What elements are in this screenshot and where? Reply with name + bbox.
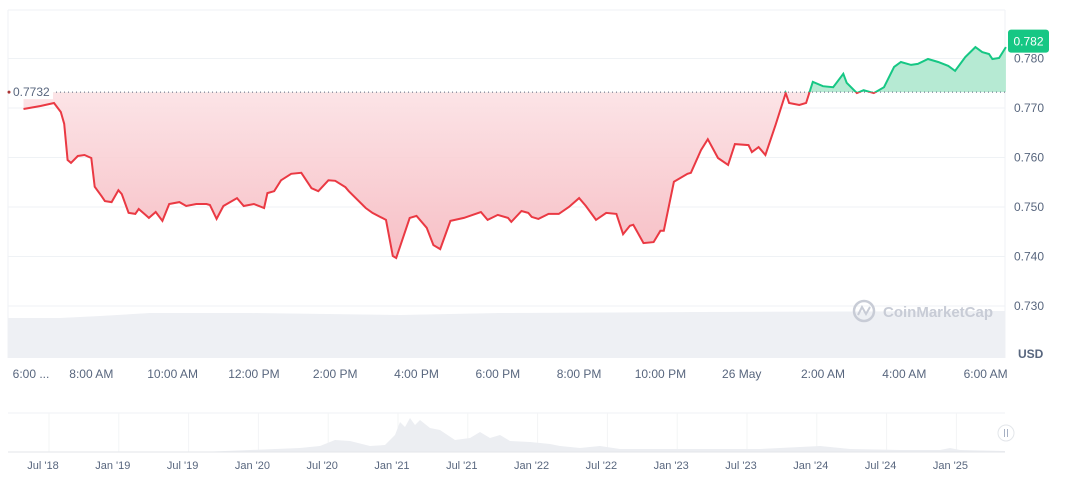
navigator-x-axis: Jul '18 Jan '19 Jul '19 Jan '20 Jul '20 Jan '… (27, 460, 968, 472)
x-tick-label: 4:00 PM (394, 367, 439, 381)
navigator-tick-label: Jul '23 (725, 460, 756, 472)
range-navigator[interactable]: Jul '18 Jan '19 Jul '19 Jan '20 Jul '20 Jan '… (8, 412, 1015, 472)
x-tick-label: 10:00 PM (635, 367, 686, 381)
navigator-tick-label: Jan '24 (793, 460, 828, 472)
navigator-tick-label: Jan '20 (235, 460, 270, 472)
navigator-tick-label: Jan '19 (95, 460, 130, 472)
x-tick-label: 26 May (722, 367, 761, 381)
y-tick-label: 0.760 (1014, 151, 1044, 165)
baseline-label: 0.7732 (13, 85, 50, 99)
volume-bars (8, 311, 1005, 358)
y-tick-label: 0.730 (1014, 299, 1044, 313)
navigator-tick-label: Jul '24 (865, 460, 896, 472)
navigator-tick-label: Jan '22 (514, 460, 549, 472)
x-axis: 6:00 ... 8:00 AM 10:00 AM 12:00 PM 2:00 PM 4:… (13, 367, 1008, 381)
navigator-tick-label: Jan '25 (933, 460, 968, 472)
current-price-badge-bg (1008, 29, 1049, 53)
y-tick-label: 0.770 (1014, 101, 1044, 115)
y-tick-label: 0.780 (1014, 52, 1044, 66)
x-tick-label: 8:00 AM (69, 367, 113, 381)
x-tick-label: 10:00 AM (147, 367, 198, 381)
x-tick-label: 4:00 AM (882, 367, 926, 381)
navigator-tick-label: Jan '23 (654, 460, 689, 472)
navigator-tick-label: Jan '21 (374, 460, 409, 472)
navigator-handle-knob[interactable] (997, 424, 1015, 442)
baseline-label-bg (11, 85, 53, 100)
x-tick-label: 6:00 AM (964, 367, 1008, 381)
watermark-text: CoinMarketCap (883, 304, 993, 321)
current-price-label: 0.782 (1013, 35, 1043, 49)
current-price-badge: 0.782 (1008, 29, 1049, 53)
x-tick-label: 6:00 ... (13, 367, 50, 381)
x-tick-label: 2:00 PM (313, 367, 358, 381)
area-below-baseline (23, 92, 876, 258)
navigator-history-area (8, 418, 1005, 452)
x-tick-label: 12:00 PM (228, 367, 279, 381)
baseline-marker (7, 90, 11, 94)
area-above-baseline (23, 47, 1006, 93)
watermark-logo: CoinMarketCap (852, 299, 993, 323)
currency-label: USD (1018, 347, 1044, 361)
navigator-handle[interactable] (997, 424, 1015, 442)
navigator-tick-label: Jul '22 (586, 460, 617, 472)
x-tick-label: 6:00 PM (475, 367, 520, 381)
price-line-down (23, 92, 878, 260)
y-tick-label: 0.740 (1014, 250, 1044, 264)
y-axis: 0.780 0.770 0.760 0.750 0.740 0.730 (1014, 52, 1044, 314)
navigator-tick-label: Jul '21 (446, 460, 477, 472)
navigator-tick-label: Jul '20 (306, 460, 337, 472)
x-tick-label: 2:00 AM (801, 367, 845, 381)
navigator-tick-label: Jul '18 (27, 460, 58, 472)
price-line-up (784, 45, 1007, 93)
y-tick-label: 0.750 (1014, 200, 1044, 214)
x-tick-label: 8:00 PM (557, 367, 602, 381)
navigator-tick-label: Jul '19 (167, 460, 198, 472)
